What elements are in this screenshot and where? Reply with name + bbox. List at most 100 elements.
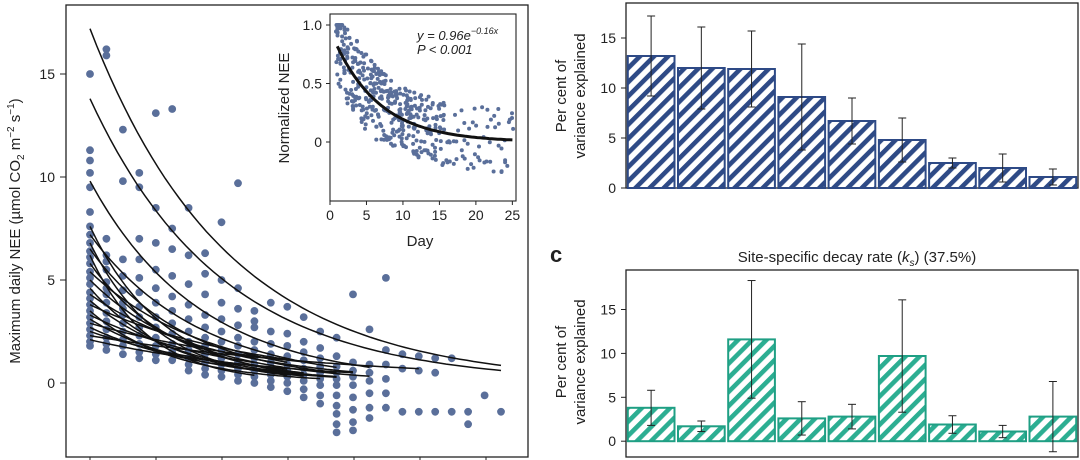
main-data-point: [266, 377, 275, 385]
main-data-point: [349, 393, 357, 402]
inset-data-point: [376, 112, 381, 117]
main-data-point: [135, 313, 144, 321]
inset-data-point: [415, 129, 420, 134]
panel-c-label: c: [550, 242, 562, 267]
main-data-point: [201, 249, 210, 258]
main-data-point: [316, 381, 325, 389]
inset-data-point: [368, 81, 373, 85]
main-ytick-label: 5: [47, 272, 55, 288]
main-data-point: [382, 403, 390, 412]
inset-data-point: [343, 36, 348, 41]
main-data-point: [349, 405, 357, 414]
panel-c: c Site-specific decay rate (ks) (37.5%) …: [550, 242, 1079, 458]
panel-b-y-ticks: 0 5 10 15: [600, 30, 626, 196]
inset-data-point: [430, 102, 435, 107]
inset-data-point: [505, 163, 510, 168]
inset-data-point: [381, 79, 386, 84]
inset-data-point: [477, 158, 482, 163]
inset-data-point: [349, 41, 354, 46]
main-data-point: [349, 426, 357, 435]
inset-data-point: [370, 74, 375, 79]
inset-data-point: [338, 57, 342, 62]
inset-data-point: [342, 71, 347, 76]
inset-data-point: [360, 104, 365, 109]
inset-x-axis-label: Day: [407, 233, 434, 250]
inset-data-point: [374, 81, 379, 86]
inset-data-point: [389, 90, 394, 95]
inset-data-point: [462, 156, 467, 161]
main-data-point: [283, 387, 292, 396]
inset-data-point: [411, 141, 416, 146]
inset-data-point: [344, 96, 349, 101]
main-data-point: [135, 169, 144, 177]
inset-data-point: [428, 152, 433, 157]
main-data-point: [217, 372, 226, 381]
main-plot-frame: [65, 4, 529, 458]
inset-data-point: [437, 125, 442, 130]
inset-data-point: [419, 102, 424, 107]
main-data-point: [86, 342, 94, 350]
inset-data-point: [399, 112, 404, 117]
inset-data-point: [376, 85, 381, 90]
inset-data-point: [341, 65, 346, 70]
panel-b-bars: [626, 15, 1078, 189]
main-data-point: [234, 377, 242, 385]
inset-data-point: [422, 113, 427, 118]
inset-data-point: [388, 135, 393, 140]
main-data-point: [299, 393, 308, 402]
inset-data-point: [427, 124, 432, 129]
inset-data-point: [363, 126, 367, 131]
main-data-point: [398, 407, 407, 416]
main-data-point: [184, 251, 193, 260]
main-data-point: [201, 290, 210, 299]
main-data-point: [119, 350, 127, 359]
inset-data-point: [442, 103, 447, 108]
main-data-point: [250, 307, 259, 315]
site-decay-curve: [89, 338, 354, 374]
inset-data-point: [428, 106, 433, 111]
inset-data-point: [424, 97, 429, 102]
inset-data-point: [400, 142, 404, 147]
inset-data-point: [436, 104, 441, 108]
inset-data-point: [433, 122, 438, 127]
inset-data-point: [381, 128, 386, 133]
main-data-point: [332, 381, 341, 389]
site-decay-curve: [89, 304, 288, 361]
inset-data-point: [340, 34, 345, 39]
main-data-point: [382, 375, 390, 383]
inset-data-point: [433, 157, 438, 162]
inset-scatter-points: [334, 23, 516, 174]
main-ytick-label: 0: [47, 375, 55, 391]
inset-ytick-label: 1.0: [303, 17, 323, 33]
inset-data-point: [350, 65, 355, 70]
inset-data-point: [406, 124, 411, 129]
inset-data-point: [359, 116, 364, 121]
main-data-point: [86, 280, 94, 288]
inset-data-point: [346, 46, 351, 51]
main-y-ticks: 0 5 10 15: [39, 66, 66, 391]
main-data-point: [102, 346, 111, 354]
inset-data-point: [422, 139, 427, 144]
inset-data-point: [338, 61, 343, 66]
inset-equation: y = 0.96e−0.16x: [416, 26, 499, 43]
main-y-axis-label: Maximum daily NEE (µmol CO2 m−2 s−1): [6, 98, 27, 363]
main-data-point: [332, 352, 341, 361]
inset-data-point: [423, 108, 428, 113]
panel-c-y-axis-label: Per cent of: [553, 325, 570, 398]
main-data-point: [349, 381, 357, 389]
panel-c-bars: [626, 280, 1078, 453]
inset-data-point: [496, 107, 501, 111]
main-data-point: [266, 383, 275, 391]
inset-data-point: [414, 149, 419, 153]
inset-data-point: [456, 128, 461, 133]
main-data-point: [151, 356, 160, 365]
main-data-point: [151, 239, 160, 247]
inset-data-point: [365, 66, 370, 71]
inset-data-point: [433, 145, 437, 150]
main-data-point: [119, 272, 127, 280]
main-data-point: [102, 45, 111, 54]
inset-data-point: [374, 124, 379, 129]
inset-data-point: [409, 104, 414, 109]
main-data-point: [464, 420, 472, 429]
